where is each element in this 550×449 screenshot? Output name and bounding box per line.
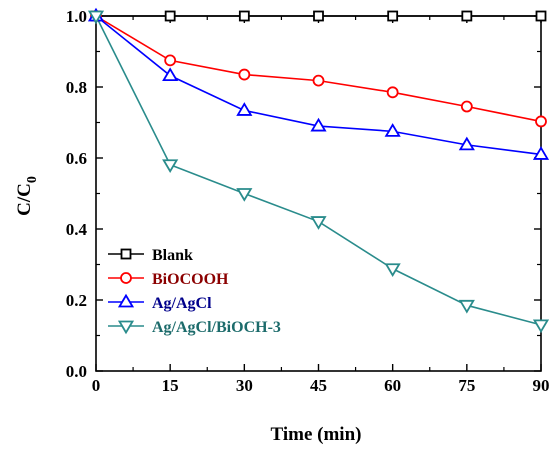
data-point	[532, 146, 550, 160]
y-tick-label: 0.8	[66, 78, 87, 97]
data-point	[460, 100, 473, 113]
data-point	[236, 188, 253, 202]
x-tick-label: 60	[384, 376, 401, 395]
data-point	[312, 74, 325, 87]
series-markers	[87, 7, 550, 334]
y-tick-label: 0.2	[66, 291, 87, 310]
x-tick-label: 0	[92, 376, 101, 395]
data-point	[387, 10, 399, 22]
legend-marker	[117, 320, 135, 335]
data-point	[162, 67, 179, 82]
y-tick-label: 0.6	[66, 149, 87, 168]
data-point	[313, 10, 324, 22]
x-axis-title: Time (min)	[271, 424, 362, 445]
data-point	[458, 136, 475, 151]
data-point	[87, 10, 105, 25]
data-point	[458, 299, 475, 314]
data-point	[238, 10, 250, 22]
x-tick-label: 75	[458, 376, 475, 395]
data-point	[310, 216, 327, 230]
data-point	[535, 115, 547, 128]
x-tick-label: 90	[533, 376, 550, 395]
data-point	[535, 10, 547, 22]
y-axis-title-main: C/C	[14, 183, 35, 216]
data-point	[386, 86, 399, 99]
x-tick-label: 45	[310, 376, 327, 395]
data-point	[461, 10, 473, 22]
data-point	[384, 263, 401, 278]
legend-marker	[120, 272, 132, 284]
data-point	[236, 102, 253, 116]
legend-label: BiOCOOH	[152, 271, 229, 288]
y-tick-label: 0.0	[66, 362, 87, 381]
legend: Blank BiOCOOH Ag/AgCl Ag/AgCl/BiOCH-3	[108, 247, 281, 336]
tick-labels: 0 15 30 45 60 75 90 0.0 0.2 0.4 0.6 0.8 1.0	[66, 7, 550, 395]
legend-label: Blank	[152, 247, 193, 264]
y-tick-label: 0.4	[66, 220, 88, 239]
y-tick-label: 1.0	[66, 7, 87, 26]
legend-marker	[120, 248, 132, 260]
data-point	[310, 117, 327, 132]
y-axis-title-group: C/C0	[14, 176, 40, 216]
data-point	[238, 68, 251, 81]
legend-label: Ag/AgCl	[152, 295, 212, 312]
legend-marker	[117, 293, 135, 308]
data-point	[164, 10, 176, 22]
data-point	[384, 123, 401, 137]
x-tick-label: 15	[162, 376, 179, 395]
y-axis-title: C/C0	[14, 176, 40, 216]
y-axis-title-subscript: 0	[25, 176, 40, 183]
x-tick-label: 30	[236, 376, 253, 395]
data-point	[164, 54, 177, 67]
legend-label: Ag/AgCl/BiOCH-3	[152, 319, 281, 336]
data-point	[532, 319, 550, 334]
data-point	[162, 159, 179, 174]
